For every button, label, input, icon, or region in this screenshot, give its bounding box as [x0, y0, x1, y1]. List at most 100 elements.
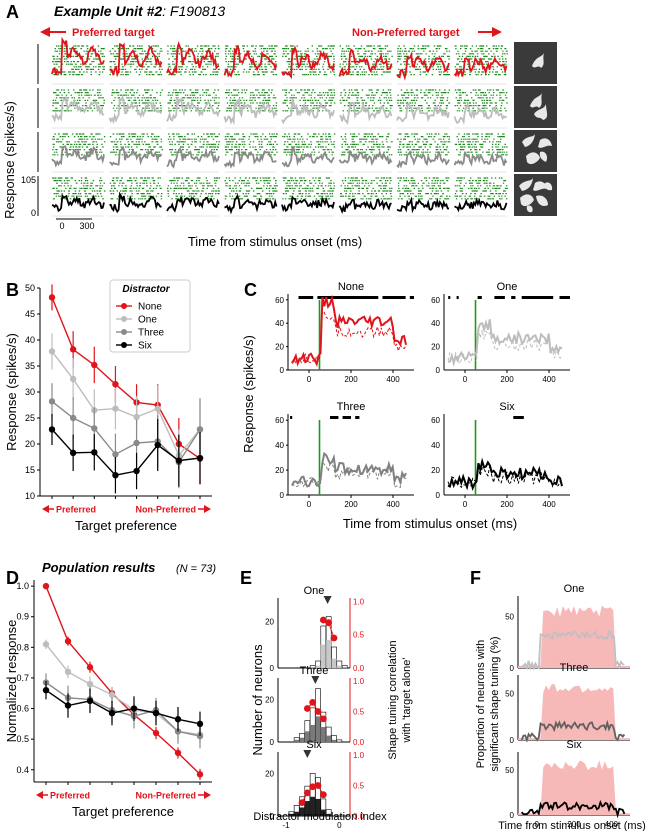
y-tick-label: 0 — [510, 664, 515, 673]
panel-d-title: Population results — [42, 560, 155, 575]
series-line-six — [51, 428, 201, 476]
data-point-six — [64, 702, 72, 709]
distractor-trace — [291, 294, 407, 367]
panel-f-chart: One 0 50 Three 0 50 Six 0 50 0 200 400 Proportion of… — [475, 583, 646, 831]
subplot-title: One — [304, 585, 325, 597]
panel-b-label: B — [6, 280, 19, 300]
psth-trace — [109, 146, 163, 167]
psth-trace — [454, 197, 508, 213]
y-tick-label: 0 — [436, 491, 441, 500]
significance-bar — [342, 416, 351, 419]
correlation-point — [319, 791, 327, 799]
correlation-point — [298, 799, 306, 806]
y-right-tick-label: 1.0 — [353, 751, 365, 760]
legend-entry: One — [138, 315, 157, 326]
subplot-title: Six — [499, 401, 515, 413]
data-point-six — [91, 449, 98, 456]
legend-marker — [121, 303, 127, 309]
legend-box — [109, 279, 191, 353]
y-tick-label: 50 — [505, 690, 514, 699]
subplot-title: One — [564, 583, 585, 595]
data-point-six — [175, 457, 183, 464]
y-tick-label: 15 — [25, 465, 35, 475]
legend-entry: Three — [138, 328, 165, 339]
significant-bar — [315, 665, 321, 668]
x-tick-label: 400 — [542, 500, 556, 509]
panel-a-xtick-300: 300 — [79, 221, 94, 231]
y-tick-label: 0 — [436, 366, 441, 375]
y-tick-label: 60 — [275, 416, 284, 425]
psth-trace — [51, 145, 105, 168]
y-axis-label: Response (spikes/s) — [4, 333, 19, 451]
significant-bar — [315, 716, 321, 742]
series-line-none — [45, 585, 201, 775]
psth-trace — [109, 42, 163, 78]
significant-bar — [331, 658, 337, 668]
preferred-label: Preferred — [50, 791, 90, 801]
subplot-title: One — [497, 281, 518, 293]
y-tick-label: 40 — [431, 441, 440, 450]
significant-bar — [299, 807, 305, 816]
y-tick-label: 0.7 — [16, 673, 29, 683]
correlation-point — [319, 715, 327, 723]
data-point-three — [48, 398, 56, 405]
y-tick-label: 60 — [431, 416, 440, 425]
nonpreferred-arrow — [478, 27, 502, 37]
significance-bar — [317, 296, 379, 299]
panel-a-label: A — [6, 2, 19, 22]
x-axis-label: Time from stimulus onset (ms) — [343, 516, 517, 531]
significance-bar — [559, 296, 570, 299]
psth-trace — [223, 45, 278, 78]
y-tick-label: 50 — [25, 283, 35, 293]
y-tick-label: 0 — [270, 738, 275, 747]
significant-bar — [304, 801, 310, 816]
significant-bar — [326, 735, 332, 742]
data-point-one — [69, 375, 77, 383]
y-axis-label-1: Proportion of neurons with — [475, 640, 487, 768]
data-point-six — [42, 686, 50, 694]
panel-e-chart: One 0 20 0.0 0.5 1.0 Three 0 20 0.0 0.5 1.0 Six 0 20 0.… — [250, 585, 413, 830]
significant-bar — [310, 796, 316, 816]
significant-bar — [320, 809, 326, 816]
subplot-title: Three — [337, 401, 366, 413]
psth-trace — [166, 147, 220, 169]
significance-bar — [409, 296, 414, 299]
correlation-point — [330, 634, 338, 642]
series-line-one — [51, 350, 201, 457]
subplot-title: Six — [306, 739, 322, 751]
correlation-point — [325, 619, 333, 627]
y-right-tick-label: 0.5 — [353, 782, 365, 791]
legend-marker — [121, 342, 127, 348]
panel-a-xtick-0: 0 — [59, 221, 64, 231]
nonpreferred-label: Non-Preferred — [135, 791, 196, 801]
psth-trace — [281, 45, 335, 80]
subplot-title: Six — [566, 739, 582, 751]
data-point-one — [64, 668, 72, 676]
data-point-six — [48, 426, 56, 433]
y-tick-label: 35 — [25, 361, 35, 371]
y-tick-label: 25 — [25, 413, 35, 423]
data-point-one — [133, 413, 140, 421]
median-marker — [303, 750, 312, 758]
y-tick-label: 20 — [275, 466, 284, 475]
significance-bar — [290, 416, 293, 419]
x-tick-label: 400 — [605, 820, 619, 829]
proportion-trace — [521, 629, 625, 671]
significant-bar — [310, 724, 316, 742]
data-point-six — [154, 441, 161, 449]
subplot-title: Three — [300, 665, 329, 677]
x-tick-label: 200 — [344, 500, 358, 509]
y-right-tick-label: 0.5 — [353, 631, 365, 640]
psth-trace — [223, 98, 278, 126]
significance-bar — [298, 296, 314, 299]
nonpreferred-target-label: Non-Preferred target — [352, 27, 460, 39]
panel-a-title: Example Unit #2: F190813 — [54, 3, 225, 19]
significant-bar — [304, 731, 310, 742]
legend-marker — [121, 329, 127, 335]
panel-a-ylabel: Response (spikes/s) — [2, 101, 17, 219]
data-point-none — [174, 749, 182, 757]
histogram-bar — [336, 739, 343, 743]
y-tick-label: 0 — [280, 366, 285, 375]
x-axis-label: Time from stimulus onset (ms) — [498, 820, 646, 831]
data-point-none — [86, 664, 94, 671]
